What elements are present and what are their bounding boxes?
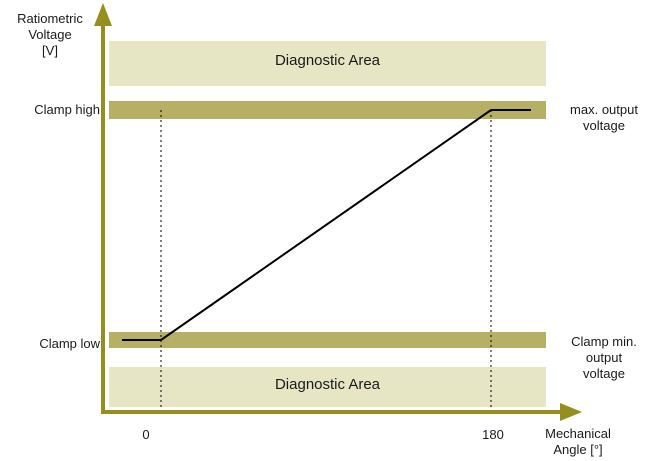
clamp-min-output-note: Clamp min. output voltage <box>548 334 660 382</box>
x-tick-0: 0 <box>142 427 150 442</box>
min-output-note-line-3: voltage <box>583 366 625 381</box>
x-axis-label-line-1: Mechanical <box>545 426 611 441</box>
y-axis-label-line-3: [V] <box>42 43 58 58</box>
x-axis-arrowhead <box>560 403 582 421</box>
max-output-note-line-1: max. output <box>570 102 638 117</box>
diagnostic-area-bottom-label: Diagnostic Area <box>274 376 381 393</box>
diagnostic-area-bottom-band <box>109 367 546 407</box>
output-characteristic-line <box>122 109 531 341</box>
x-tick-180: 180 <box>482 427 504 442</box>
clamp-low-label: Clamp low <box>39 336 100 351</box>
diagnostic-area-top-band <box>109 41 546 86</box>
x-axis-label-line-2: Angle [°] <box>553 442 603 457</box>
diagnostic-area-top-label: Diagnostic Area <box>274 52 381 69</box>
clamp-low-band <box>109 332 546 348</box>
y-axis-label: Ratiometric Voltage [V] <box>0 11 100 59</box>
max-output-note-line-2: voltage <box>583 118 625 133</box>
y-axis-label-line-1: Ratiometric <box>17 11 83 26</box>
x-axis-label: Mechanical Angle [°] <box>528 426 628 458</box>
min-output-note-line-2: output <box>585 350 623 365</box>
clamp-high-label: Clamp high <box>34 102 100 117</box>
y-axis-label-line-2: Voltage <box>28 27 72 42</box>
max-output-voltage-note: max. output voltage <box>548 102 660 134</box>
min-output-note-line-1: Clamp min. <box>571 334 637 349</box>
y-axis-arrowhead <box>94 3 112 26</box>
clamp-high-band <box>109 101 546 119</box>
